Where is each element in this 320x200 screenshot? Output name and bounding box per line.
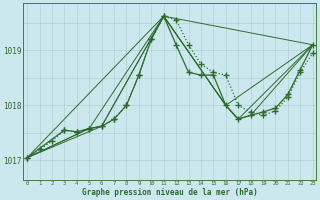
X-axis label: Graphe pression niveau de la mer (hPa): Graphe pression niveau de la mer (hPa) [82,188,258,197]
